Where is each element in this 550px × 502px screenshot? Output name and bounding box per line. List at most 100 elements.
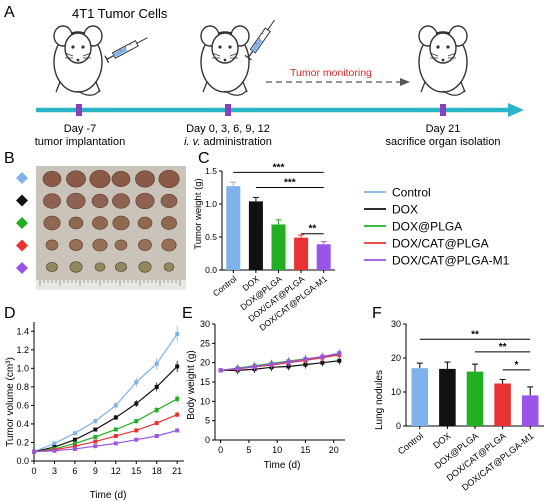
series-point bbox=[134, 401, 139, 406]
series-point bbox=[154, 433, 159, 438]
tumor-specimen bbox=[138, 239, 152, 251]
series-point bbox=[154, 408, 159, 413]
series-point bbox=[113, 415, 118, 420]
panel-letter-b: B bbox=[4, 150, 15, 167]
syringe-icon-1 bbox=[104, 33, 150, 64]
tumor-specimens bbox=[42, 170, 180, 273]
x-tick-label-0: Control bbox=[396, 431, 425, 457]
series-point bbox=[252, 364, 257, 369]
series-point bbox=[134, 428, 139, 433]
panel-a-title: 4T1 Tumor Cells bbox=[72, 6, 168, 21]
x-tick-label: 5 bbox=[246, 445, 251, 455]
series-point bbox=[113, 433, 118, 438]
legend-label-0: Control bbox=[392, 186, 431, 200]
chart-e: 0 5 10 15 20 25 30 0 5 10 15 20 bbox=[200, 319, 345, 455]
series-line-3 bbox=[33, 414, 178, 453]
timeline-marker-2 bbox=[225, 104, 231, 116]
x-tick-label: 20 bbox=[329, 445, 339, 455]
timeline-marker-3 bbox=[440, 104, 446, 116]
x-tick-label: 18 bbox=[152, 466, 162, 476]
x-tick-label-0: Control bbox=[211, 274, 239, 299]
series-point bbox=[72, 437, 77, 442]
tumor-specimen bbox=[69, 239, 83, 251]
event-2-iv: i. v. bbox=[184, 136, 200, 148]
event-2-day: Day 0, 3, 6, 9, 12 bbox=[186, 123, 270, 135]
e-xlabel: Time (d) bbox=[264, 460, 301, 471]
series-point bbox=[269, 362, 274, 367]
tumor-specimen bbox=[161, 238, 177, 252]
y-tick-label: 5 bbox=[205, 416, 210, 426]
series-point bbox=[175, 396, 180, 401]
tumor-specimen bbox=[135, 192, 155, 210]
y-tick-label: 0.6 bbox=[16, 400, 29, 410]
tumor-specimen bbox=[137, 216, 153, 230]
tumor-specimen bbox=[43, 193, 61, 209]
x-tick-label: 0 bbox=[218, 445, 223, 455]
tumor-specimen bbox=[68, 216, 84, 230]
y-tick-label: 1.4 bbox=[16, 326, 29, 336]
mouse-icon-1 bbox=[53, 25, 103, 96]
significance-mark: ** bbox=[309, 224, 317, 235]
event-1-day: Day -7 bbox=[64, 123, 96, 135]
tumor-specimen bbox=[158, 170, 180, 188]
series-point bbox=[72, 444, 77, 449]
tumor-specimen bbox=[160, 193, 178, 209]
series-line-4 bbox=[33, 429, 178, 453]
series-point bbox=[320, 354, 325, 359]
tumor-specimen bbox=[94, 262, 106, 272]
tumor-specimen bbox=[114, 239, 128, 251]
d-xlabel: Time (d) bbox=[90, 490, 127, 501]
bar-2 bbox=[466, 371, 484, 426]
series-point bbox=[93, 444, 98, 449]
legend-label-4: DOX/CAT@PLGA-M1 bbox=[392, 254, 510, 268]
series-point bbox=[72, 441, 77, 446]
x-tick-label: 15 bbox=[300, 445, 310, 455]
group-color-markers bbox=[16, 172, 28, 274]
y-tick-label: 0 bbox=[205, 435, 210, 445]
series-point bbox=[134, 419, 139, 424]
tumor-specimen bbox=[138, 261, 152, 273]
tumor-specimen bbox=[91, 193, 109, 209]
tumor-specimen bbox=[112, 193, 130, 209]
x-tick-label: 21 bbox=[172, 466, 182, 476]
series-point bbox=[154, 361, 159, 366]
series-point bbox=[93, 439, 98, 444]
event-3-desc: sacrifice organ isolation bbox=[386, 136, 501, 148]
x-tick-label: 6 bbox=[72, 466, 77, 476]
y-tick-label: 1.2 bbox=[16, 345, 29, 355]
ruler-ticks bbox=[39, 280, 181, 286]
bar-4 bbox=[316, 244, 331, 270]
series-line-0 bbox=[33, 333, 178, 453]
event-2-desc: i. v. administration bbox=[184, 136, 272, 148]
series-point bbox=[134, 380, 139, 385]
y-tick-label: 1.0 bbox=[205, 199, 217, 209]
panel-d: D Tumor volume (cm³) Time (d) 0.00.20.40… bbox=[4, 305, 184, 501]
series-point bbox=[337, 351, 342, 356]
y-tick-label: 1.5 bbox=[205, 166, 217, 176]
tumor-specimen bbox=[115, 261, 127, 273]
series-point bbox=[93, 427, 98, 432]
series-point bbox=[235, 366, 240, 371]
panel-letter-c: C bbox=[198, 150, 210, 167]
y-tick-label: 20 bbox=[391, 353, 401, 363]
y-tick-label: 30 bbox=[200, 319, 210, 329]
series-point bbox=[72, 446, 77, 451]
panel-letter-a: A bbox=[4, 4, 15, 21]
y-tick-label: 0.0 bbox=[205, 265, 217, 275]
tumor-specimen bbox=[46, 261, 58, 273]
significance-mark: ** bbox=[499, 342, 507, 353]
d-ylabel: Tumor volume (cm³) bbox=[5, 357, 16, 447]
bar-1 bbox=[248, 201, 263, 270]
y-tick-label: 10 bbox=[200, 396, 210, 406]
tumor-specimen bbox=[45, 239, 59, 251]
panel-b: B bbox=[4, 150, 186, 290]
tumor-photo bbox=[36, 166, 186, 290]
panel-a: A 4T1 Tumor Cells Tumor monitoring Day -… bbox=[4, 4, 524, 148]
series-point bbox=[303, 362, 308, 367]
bar-2 bbox=[271, 224, 286, 270]
y-tick-label: 25 bbox=[200, 338, 210, 348]
legend: Control DOX DOX@PLGA DOX/CAT@PLGA DOX/CAT@PL… bbox=[364, 186, 510, 268]
y-tick-label: 30 bbox=[391, 319, 401, 329]
